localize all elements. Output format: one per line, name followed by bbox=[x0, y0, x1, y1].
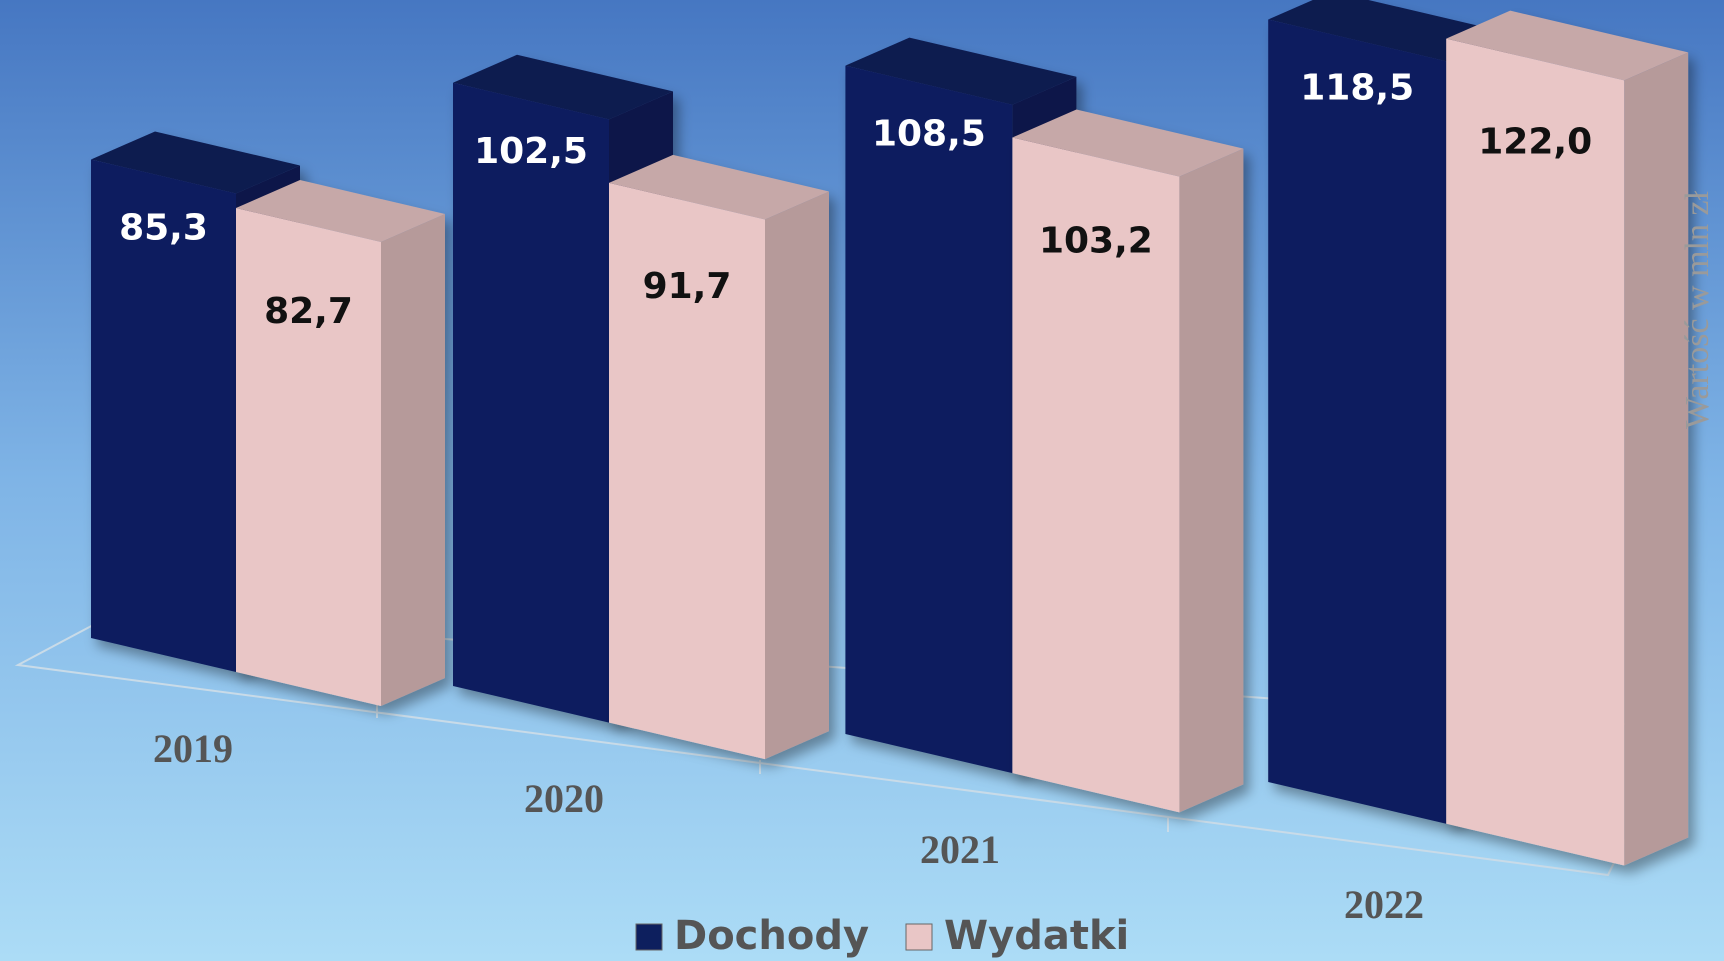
bar-front bbox=[1012, 137, 1180, 813]
bar-top bbox=[453, 54, 673, 120]
bar-front bbox=[1446, 38, 1625, 866]
bar-front bbox=[453, 82, 609, 723]
bar-front bbox=[91, 159, 236, 673]
value-label: 102,5 bbox=[474, 131, 588, 172]
y-axis-label: Wartość w mln zł bbox=[1679, 190, 1716, 429]
legend-swatch bbox=[635, 923, 663, 951]
bar-group: 85,3 82,7 bbox=[91, 131, 445, 707]
bar-top bbox=[1446, 10, 1689, 81]
value-label: 82,7 bbox=[264, 291, 353, 332]
bar bbox=[1012, 109, 1244, 813]
bar-side bbox=[765, 191, 829, 760]
bar bbox=[236, 180, 445, 707]
value-label: 118,5 bbox=[1300, 67, 1414, 108]
bar bbox=[1446, 10, 1689, 866]
bar bbox=[609, 154, 829, 760]
legend-swatch bbox=[905, 923, 933, 951]
x-tick-label: 2020 bbox=[524, 776, 604, 821]
bar-group: 118,5 122,0 bbox=[1268, 0, 1689, 866]
bar-front bbox=[1268, 19, 1447, 824]
bar-group: 108,5 103,2 bbox=[845, 37, 1244, 813]
bar-front bbox=[236, 208, 381, 707]
bar-side bbox=[381, 214, 445, 707]
bar-top bbox=[609, 154, 829, 220]
legend: Dochody Wydatki bbox=[635, 913, 1129, 959]
x-tick-label: 2022 bbox=[1344, 882, 1424, 927]
value-label: 103,2 bbox=[1039, 220, 1153, 261]
value-label: 91,7 bbox=[643, 266, 732, 307]
legend-label: Dochody bbox=[674, 913, 869, 959]
bar-top bbox=[91, 131, 300, 194]
bar-top bbox=[1012, 109, 1244, 177]
bar-top bbox=[236, 180, 445, 243]
value-label: 108,5 bbox=[872, 114, 986, 155]
bar-group: 102,5 91,7 bbox=[453, 54, 829, 760]
bar-top bbox=[845, 37, 1077, 105]
bar-front bbox=[845, 65, 1013, 774]
bar-front bbox=[609, 182, 765, 760]
legend-label: Wydatki bbox=[944, 913, 1129, 959]
bar-side bbox=[1624, 52, 1689, 866]
value-label: 85,3 bbox=[119, 207, 208, 248]
x-tick-label: 2019 bbox=[153, 726, 233, 771]
bar-side bbox=[1179, 148, 1244, 813]
x-tick-label: 2021 bbox=[920, 827, 1000, 872]
value-label: 122,0 bbox=[1478, 122, 1592, 163]
